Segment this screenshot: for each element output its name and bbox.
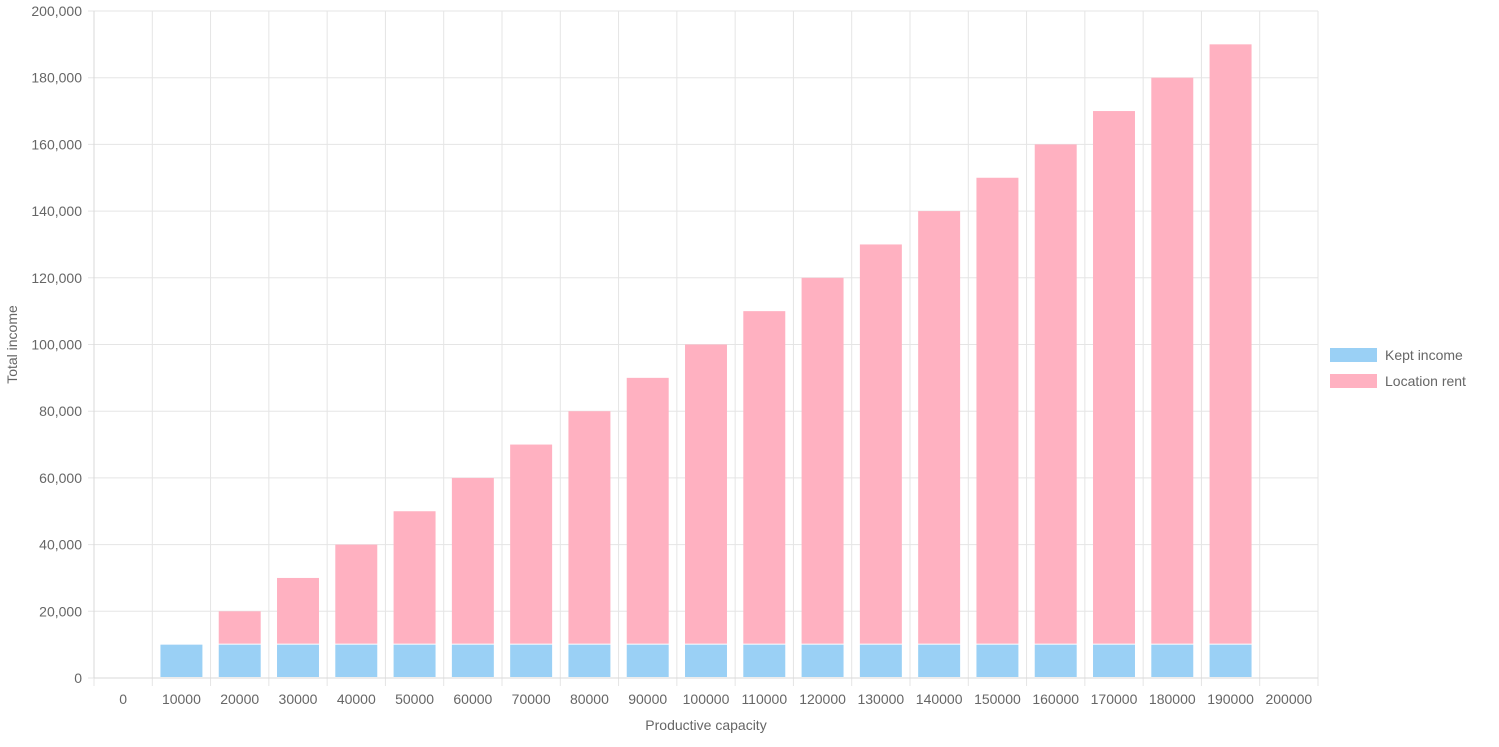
bar-kept-income[interactable] (218, 644, 261, 677)
bar-location-rent[interactable] (859, 244, 902, 644)
bar-kept-income[interactable] (743, 644, 786, 677)
bar-kept-income[interactable] (160, 644, 203, 677)
y-tick-label: 200,000 (31, 3, 82, 19)
axes (93, 11, 1318, 679)
x-tick-label: 90000 (628, 691, 667, 707)
y-tick-label: 160,000 (31, 136, 82, 152)
bar-kept-income[interactable] (1151, 644, 1194, 677)
bar-location-rent[interactable] (568, 411, 611, 644)
bar-kept-income[interactable] (393, 644, 436, 677)
bar-location-rent[interactable] (277, 577, 319, 644)
bar-location-rent[interactable] (743, 311, 786, 644)
x-tick-label: 200000 (1265, 691, 1312, 707)
x-tick-label: 190000 (1207, 691, 1254, 707)
bar-location-rent[interactable] (918, 211, 961, 644)
x-tick-label: 50000 (395, 691, 434, 707)
bar-kept-income[interactable] (918, 644, 961, 677)
bar-location-rent[interactable] (626, 377, 669, 644)
x-tick-label: 130000 (857, 691, 904, 707)
bar-kept-income[interactable] (859, 644, 902, 677)
x-tick-label: 160000 (1032, 691, 1079, 707)
bar-location-rent[interactable] (510, 444, 553, 644)
bar-location-rent[interactable] (1151, 77, 1194, 644)
legend-swatch (1330, 348, 1377, 362)
bar-kept-income[interactable] (277, 644, 319, 677)
bar-kept-income[interactable] (1093, 644, 1135, 677)
y-tick-label: 0 (74, 670, 82, 686)
bar-kept-income[interactable] (1034, 644, 1077, 677)
bar-kept-income[interactable] (568, 644, 611, 677)
legend-item-kept-income[interactable]: Kept income (1330, 347, 1463, 363)
bar-kept-income[interactable] (1209, 644, 1252, 677)
bar-location-rent[interactable] (335, 544, 378, 644)
x-tick-labels: 0 10000 20000 30000 40000 50000 60000 70000 8000… (119, 691, 1312, 707)
bar-kept-income[interactable] (510, 644, 553, 677)
bar-kept-income[interactable] (801, 644, 844, 677)
bar-kept-income[interactable] (976, 644, 1019, 677)
bar-location-rent[interactable] (685, 344, 727, 644)
legend-swatch (1330, 374, 1377, 388)
legend-label: Location rent (1385, 373, 1466, 389)
x-axis-title: Productive capacity (645, 717, 766, 733)
bar-location-rent[interactable] (801, 277, 844, 644)
legend[interactable]: Kept income Location rent (1330, 347, 1466, 389)
bar-location-rent[interactable] (451, 477, 494, 644)
x-tick-label: 10000 (162, 691, 201, 707)
y-tick-label: 180,000 (31, 70, 82, 86)
x-tick-label: 30000 (279, 691, 318, 707)
legend-item-location-rent[interactable]: Location rent (1330, 373, 1466, 389)
legend-label: Kept income (1385, 347, 1463, 363)
bar-location-rent[interactable] (1093, 111, 1135, 644)
bar-location-rent[interactable] (1209, 44, 1252, 644)
x-tick-label: 20000 (220, 691, 259, 707)
x-tick-label: 100000 (683, 691, 730, 707)
x-tick-label: 180000 (1149, 691, 1196, 707)
bar-location-rent[interactable] (393, 511, 436, 644)
y-tick-label: 140,000 (31, 203, 82, 219)
bar-location-rent[interactable] (218, 611, 261, 644)
y-tick-label: 120,000 (31, 270, 82, 286)
bar-location-rent[interactable] (1034, 144, 1077, 644)
x-tick-label: 70000 (512, 691, 551, 707)
x-tick-label: 120000 (799, 691, 846, 707)
x-tick-label: 170000 (1091, 691, 1138, 707)
bar-location-rent[interactable] (976, 177, 1019, 644)
y-tick-label: 80,000 (39, 403, 82, 419)
bar-kept-income[interactable] (626, 644, 669, 677)
x-tick-label: 40000 (337, 691, 376, 707)
y-axis-title: Total income (4, 305, 20, 384)
bar-kept-income[interactable] (335, 644, 378, 677)
y-tick-label: 60,000 (39, 470, 82, 486)
bars (160, 44, 1252, 677)
x-tick-label: 110000 (741, 691, 787, 707)
y-tick-label: 40,000 (39, 537, 82, 553)
x-tick-label: 60000 (453, 691, 492, 707)
x-tick-label: 150000 (974, 691, 1021, 707)
bar-kept-income[interactable] (451, 644, 494, 677)
y-tick-labels: 0 20,000 40,000 60,000 80,000 100,000 120,000 1… (31, 3, 82, 686)
x-tick-label: 140000 (916, 691, 963, 707)
x-tick-label: 0 (119, 691, 127, 707)
y-tick-label: 20,000 (39, 603, 82, 619)
x-tick-label: 80000 (570, 691, 609, 707)
y-tick-label: 100,000 (31, 337, 82, 353)
bar-kept-income[interactable] (685, 644, 727, 677)
